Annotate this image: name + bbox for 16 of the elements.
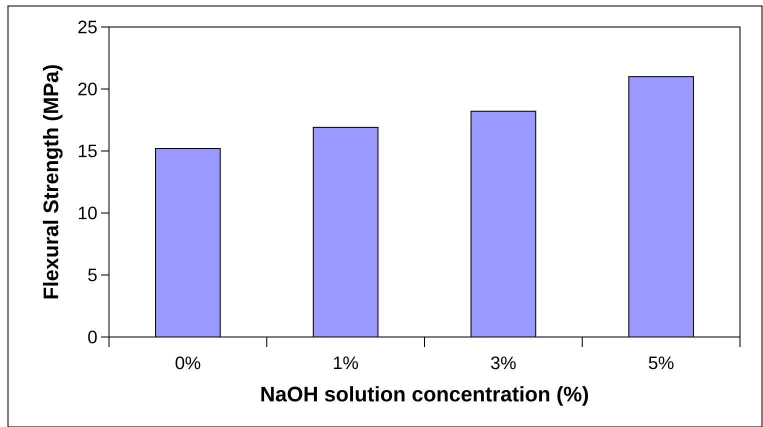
y-tick-label: 5 xyxy=(88,268,97,282)
x-tick-label: 5% xyxy=(648,356,674,370)
bar xyxy=(312,126,378,337)
bar xyxy=(470,110,536,337)
x-tick-label: 3% xyxy=(491,356,516,370)
y-axis-title: Flexural Strength (MPa) xyxy=(42,65,63,298)
y-tick-label: 0 xyxy=(88,330,97,344)
bar xyxy=(155,148,221,337)
y-tick-label: 10 xyxy=(78,206,97,220)
bar xyxy=(628,76,694,337)
x-axis-title: NaOH solution concentration (%) xyxy=(261,386,588,406)
y-tick-label: 20 xyxy=(78,82,97,96)
y-tick-label: 25 xyxy=(78,20,97,34)
x-tick-label: 1% xyxy=(334,356,358,370)
y-tick-label: 15 xyxy=(78,144,97,158)
x-tick-label: 0% xyxy=(176,356,200,370)
